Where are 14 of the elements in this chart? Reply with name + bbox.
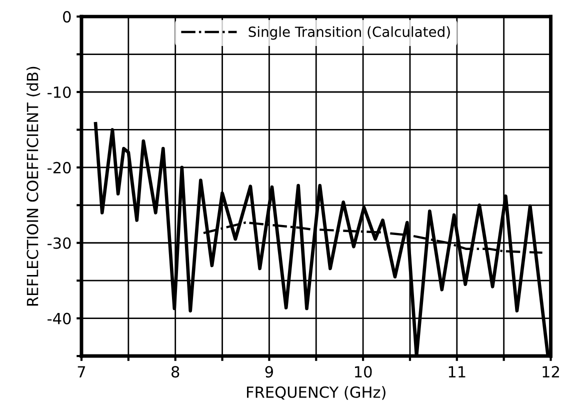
x-tick-label: 7 [78, 366, 86, 378]
x-tick-label: 10 [355, 366, 372, 378]
legend-label: Single Transition (Calculated) [248, 26, 450, 40]
y-axis-title: REFLECTIOIN COEFFICIENT (dB) [26, 66, 40, 306]
y-tick-label: -20 [48, 162, 71, 174]
x-tick-label: 12 [542, 366, 559, 378]
y-tick-label: -30 [48, 237, 71, 249]
x-tick-label: 11 [448, 366, 466, 378]
x-tick-label: 8 [172, 366, 180, 378]
x-tick-label: 9 [265, 366, 273, 378]
y-tick-label: -40 [48, 312, 71, 324]
x-axis-title: FREQUENCY (GHz) [247, 386, 386, 400]
y-tick-label: 0 [63, 11, 71, 23]
y-tick-label: -10 [48, 86, 71, 98]
